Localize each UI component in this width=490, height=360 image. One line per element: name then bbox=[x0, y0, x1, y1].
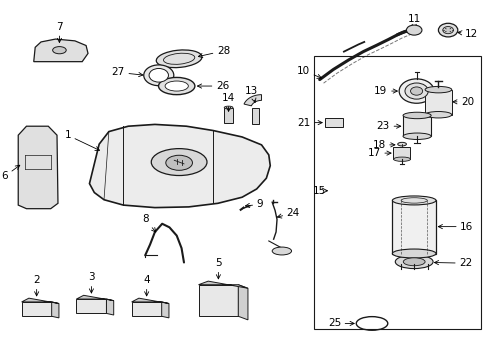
Text: 16: 16 bbox=[439, 222, 473, 231]
Ellipse shape bbox=[156, 50, 202, 68]
Text: 2: 2 bbox=[33, 275, 40, 296]
Ellipse shape bbox=[272, 247, 292, 255]
Text: 1: 1 bbox=[64, 130, 99, 150]
Bar bbox=[314, 56, 481, 329]
Text: 6: 6 bbox=[1, 165, 20, 181]
Ellipse shape bbox=[443, 27, 453, 34]
Ellipse shape bbox=[405, 83, 428, 99]
Bar bbox=[425, 90, 452, 115]
Text: 20: 20 bbox=[453, 97, 474, 107]
Bar bbox=[393, 147, 410, 159]
Text: 22: 22 bbox=[435, 258, 472, 268]
Polygon shape bbox=[198, 281, 248, 288]
Text: 28: 28 bbox=[198, 46, 230, 58]
Text: 24: 24 bbox=[277, 208, 300, 218]
Bar bbox=[403, 116, 431, 136]
Polygon shape bbox=[238, 285, 248, 320]
Ellipse shape bbox=[52, 46, 66, 54]
Ellipse shape bbox=[403, 133, 431, 139]
Text: 13: 13 bbox=[245, 86, 258, 103]
Text: 7: 7 bbox=[56, 22, 63, 42]
Bar bbox=[224, 108, 233, 123]
PathPatch shape bbox=[34, 39, 88, 62]
PathPatch shape bbox=[90, 125, 270, 208]
Text: 15: 15 bbox=[313, 186, 326, 196]
Polygon shape bbox=[76, 295, 114, 301]
PathPatch shape bbox=[18, 126, 58, 209]
Ellipse shape bbox=[144, 65, 174, 86]
Polygon shape bbox=[106, 299, 114, 315]
Text: 8: 8 bbox=[142, 215, 156, 232]
Bar bbox=[392, 201, 436, 253]
Text: 14: 14 bbox=[222, 93, 235, 111]
Polygon shape bbox=[22, 302, 51, 316]
Ellipse shape bbox=[411, 87, 423, 95]
Ellipse shape bbox=[151, 149, 207, 176]
Polygon shape bbox=[51, 302, 59, 318]
Ellipse shape bbox=[393, 157, 411, 161]
Ellipse shape bbox=[392, 249, 436, 258]
Bar bbox=[324, 118, 343, 127]
Text: 18: 18 bbox=[372, 140, 395, 150]
Ellipse shape bbox=[425, 86, 452, 93]
Ellipse shape bbox=[403, 258, 425, 266]
Text: 5: 5 bbox=[215, 258, 221, 279]
Polygon shape bbox=[22, 298, 59, 303]
Ellipse shape bbox=[165, 81, 188, 91]
Text: 10: 10 bbox=[297, 66, 321, 78]
Text: 17: 17 bbox=[368, 148, 391, 158]
Text: 4: 4 bbox=[144, 275, 150, 296]
Text: 27: 27 bbox=[112, 67, 143, 77]
Text: 23: 23 bbox=[377, 121, 401, 131]
Ellipse shape bbox=[224, 106, 233, 109]
Text: 3: 3 bbox=[88, 273, 95, 293]
Text: 25: 25 bbox=[328, 319, 354, 328]
Text: 26: 26 bbox=[197, 81, 229, 91]
Text: 21: 21 bbox=[298, 118, 322, 128]
Ellipse shape bbox=[159, 77, 195, 95]
Polygon shape bbox=[252, 108, 259, 125]
Polygon shape bbox=[132, 302, 162, 316]
Ellipse shape bbox=[149, 68, 169, 82]
Text: 12: 12 bbox=[458, 29, 478, 39]
Ellipse shape bbox=[425, 112, 452, 118]
Ellipse shape bbox=[403, 112, 431, 119]
Ellipse shape bbox=[399, 79, 434, 103]
Ellipse shape bbox=[392, 196, 436, 205]
Ellipse shape bbox=[439, 23, 458, 37]
Polygon shape bbox=[132, 298, 169, 303]
Text: 9: 9 bbox=[245, 199, 263, 210]
Polygon shape bbox=[162, 302, 169, 318]
Polygon shape bbox=[244, 95, 262, 106]
Ellipse shape bbox=[395, 255, 433, 269]
Ellipse shape bbox=[398, 142, 406, 146]
Ellipse shape bbox=[406, 25, 422, 35]
Text: 11: 11 bbox=[408, 14, 421, 29]
Polygon shape bbox=[198, 285, 238, 316]
Text: 19: 19 bbox=[374, 86, 397, 96]
Ellipse shape bbox=[166, 155, 193, 170]
Polygon shape bbox=[76, 299, 106, 314]
